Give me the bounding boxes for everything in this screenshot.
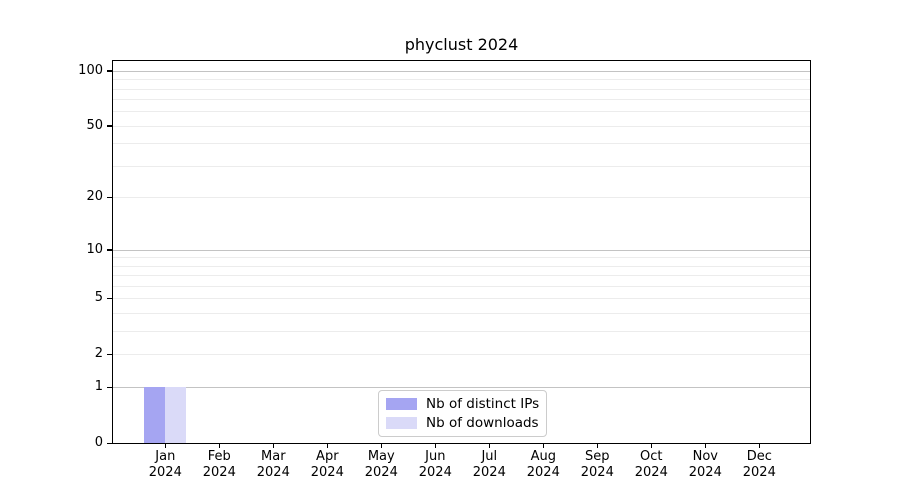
y-tick-label: 0: [94, 435, 103, 450]
x-tick-mark: [704, 443, 707, 448]
gridline-minor: [113, 88, 810, 90]
x-tick-mark: [650, 443, 653, 448]
gridline-minor: [113, 197, 810, 199]
gridline-minor: [113, 257, 810, 259]
y-tick-mark: [107, 196, 112, 199]
y-tick-mark: [107, 386, 112, 389]
x-tick-label-may: May 2024: [364, 449, 398, 480]
x-tick-mark: [218, 443, 221, 448]
y-tick-label: 5: [94, 290, 103, 306]
y-tick-mark: [107, 442, 112, 444]
gridline-minor: [113, 298, 810, 300]
x-tick-mark: [596, 443, 599, 448]
x-tick-label-oct: Oct 2024: [634, 449, 668, 480]
legend: Nb of distinct IPs Nb of downloads: [378, 390, 547, 437]
x-tick-label-jul: Jul 2024: [472, 449, 506, 480]
x-tick-mark: [272, 443, 275, 448]
legend-label: Nb of downloads: [426, 415, 539, 431]
chart-title: phyclust 2024: [404, 35, 519, 54]
y-tick-label: 1: [94, 379, 103, 395]
y-tick-mark: [107, 249, 112, 251]
gridline-minor: [113, 125, 810, 127]
gridline-minor: [113, 286, 810, 288]
x-tick-label-apr: Apr 2024: [310, 449, 344, 480]
x-tick-mark: [758, 443, 761, 448]
legend-row: Nb of downloads: [386, 415, 539, 431]
y-tick-mark: [107, 125, 112, 127]
x-tick-mark: [164, 443, 167, 448]
gridline-minor: [113, 166, 810, 168]
gridline-minor: [113, 275, 810, 277]
bar-jan-downloads: [165, 387, 187, 443]
y-tick-mark: [107, 70, 112, 72]
x-tick-mark: [488, 443, 491, 448]
gridline-minor: [113, 265, 810, 267]
legend-swatch-distinct-ips: [386, 398, 417, 410]
x-tick-label-jan: Jan 2024: [148, 449, 182, 480]
x-tick-label-sep: Sep 2024: [580, 449, 614, 480]
gridline-major: [113, 249, 810, 251]
x-tick-mark: [434, 443, 437, 448]
gridline-major: [113, 387, 810, 389]
gridline-minor: [113, 99, 810, 101]
legend-label: Nb of distinct IPs: [426, 396, 540, 412]
x-tick-label-aug: Aug 2024: [526, 449, 560, 480]
y-tick-mark: [107, 353, 112, 356]
y-tick-label: 10: [86, 241, 103, 257]
legend-swatch-downloads: [386, 417, 417, 429]
y-tick-label: 50: [86, 117, 103, 133]
y-tick-label: 2: [94, 346, 103, 362]
x-tick-label-feb: Feb 2024: [202, 449, 236, 480]
x-tick-label-nov: Nov 2024: [688, 449, 722, 480]
plot-area: [113, 61, 810, 443]
y-tick-label: 100: [78, 62, 103, 78]
x-tick-label-mar: Mar 2024: [256, 449, 290, 480]
x-tick-mark: [380, 443, 383, 448]
x-tick-mark: [542, 443, 545, 448]
x-tick-mark: [326, 443, 329, 448]
x-tick-label-dec: Dec 2024: [742, 449, 776, 480]
y-tick-mark: [107, 297, 112, 300]
gridline-minor: [113, 354, 810, 356]
gridline-minor: [113, 143, 810, 145]
legend-row: Nb of distinct IPs: [386, 396, 539, 412]
gridline-minor: [113, 313, 810, 315]
gridline-major: [113, 70, 810, 72]
x-tick-label-jun: Jun 2024: [418, 449, 452, 480]
y-tick-label: 20: [86, 189, 103, 205]
gridline-minor: [113, 111, 810, 113]
gridline-minor: [113, 79, 810, 81]
bar-jan-distinct-ips: [144, 387, 166, 443]
gridline-minor: [113, 331, 810, 333]
